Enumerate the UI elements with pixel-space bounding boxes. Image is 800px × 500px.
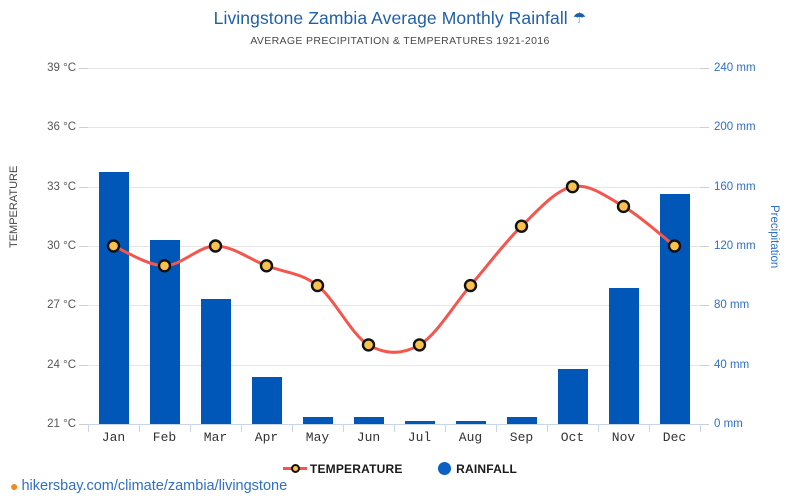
- rainfall-bar[interactable]: [404, 421, 435, 424]
- y-axis-label-right: 200 mm: [714, 121, 756, 134]
- rainfall-bar[interactable]: [200, 299, 231, 424]
- x-axis-tick: [190, 424, 191, 432]
- x-axis-tick: [139, 424, 140, 432]
- y-axis-label-right: 120 mm: [714, 240, 756, 252]
- x-axis-label: Jan: [101, 430, 126, 445]
- page-title-text: Livingstone Zambia Average Monthly Rainf…: [213, 8, 568, 28]
- legend-label-temperature: TEMPERATURE: [309, 462, 403, 476]
- x-axis-label: Aug: [458, 430, 483, 445]
- source-url-text: hikersbay.com/climate/zambia/livingstone: [21, 478, 288, 494]
- gridline: [88, 246, 700, 247]
- rainfall-bar[interactable]: [659, 194, 690, 424]
- rainfall-bar[interactable]: [149, 240, 180, 424]
- rainfall-bar[interactable]: [557, 369, 588, 424]
- temperature-marker-icon: [282, 463, 307, 474]
- x-axis-tick: [598, 424, 599, 432]
- rainfall-bar[interactable]: [353, 416, 384, 424]
- legend-item-rainfall: RAINFALL: [438, 462, 517, 476]
- x-axis-label: Oct: [560, 430, 585, 445]
- y-axis-label-left: 39 °C: [47, 62, 76, 74]
- y-axis-label-left: 21 °C: [47, 418, 76, 430]
- y-axis-label-left: 24 °C: [47, 358, 76, 371]
- y-axis-title-precipitation: Precipitation: [768, 205, 780, 269]
- x-axis-tick: [700, 424, 701, 432]
- x-axis-tick: [547, 424, 548, 432]
- y-axis-tick-right: [700, 246, 709, 247]
- gridline: [88, 364, 700, 366]
- x-axis-tick: [649, 424, 650, 432]
- x-axis-tick: [88, 424, 89, 432]
- y-axis-tick-left: [79, 68, 88, 69]
- x-axis-label: Feb: [152, 430, 177, 445]
- y-axis-label-right: 0 mm: [714, 418, 743, 430]
- y-axis-tick-left: [79, 305, 88, 307]
- gridline: [88, 186, 700, 188]
- y-axis-label-left: 27 °C: [47, 299, 76, 312]
- y-axis-tick-left: [79, 364, 88, 366]
- chart-legend: TEMPERATURE RAINFALL: [0, 462, 800, 476]
- rainfall-bar[interactable]: [98, 171, 129, 424]
- y-axis-tick-right: [700, 305, 709, 307]
- rainfall-bar[interactable]: [506, 416, 537, 424]
- page-title: Livingstone Zambia Average Monthly Rainf…: [0, 8, 800, 29]
- y-axis-label-right: 240 mm: [714, 62, 756, 74]
- rainfall-bar[interactable]: [455, 421, 486, 424]
- y-axis-label-right: 40 mm: [714, 358, 750, 371]
- rainfall-bar[interactable]: [608, 287, 639, 424]
- y-axis-tick-right: [700, 424, 709, 425]
- x-axis-tick: [343, 424, 344, 432]
- x-axis-label: Nov: [611, 430, 636, 445]
- x-axis-label: Dec: [662, 430, 687, 445]
- y-axis-tick-right: [700, 127, 709, 129]
- plot-area: [79, 68, 709, 432]
- y-axis-tick-right: [700, 364, 709, 366]
- x-axis-tick: [292, 424, 293, 432]
- y-axis-title-temperature: TEMPERATURE: [8, 165, 20, 248]
- umbrella-rain-icon: ☂: [572, 10, 587, 27]
- y-axis-tick-left: [79, 186, 88, 188]
- legend-label-rainfall: RAINFALL: [456, 462, 518, 476]
- x-axis-label: Sep: [509, 430, 534, 445]
- x-axis-label: Jul: [407, 430, 432, 445]
- x-axis-tick: [241, 424, 242, 432]
- y-axis-tick-right: [700, 68, 709, 69]
- y-axis-label-left: 36 °C: [47, 121, 76, 134]
- x-axis-label: May: [305, 430, 330, 445]
- rainfall-bar[interactable]: [251, 376, 282, 424]
- x-axis-tick: [445, 424, 446, 432]
- x-axis-label: Jun: [356, 430, 381, 445]
- y-axis-label-left: 33 °C: [47, 180, 76, 193]
- y-axis-tick-right: [700, 186, 709, 188]
- page-subtitle: AVERAGE PRECIPITATION & TEMPERATURES 192…: [250, 35, 550, 47]
- y-axis-tick-left: [79, 424, 88, 425]
- x-axis-tick: [496, 424, 497, 432]
- map-pin-icon: ●: [10, 478, 19, 494]
- y-axis-tick-left: [79, 246, 88, 247]
- legend-item-temperature: TEMPERATURE: [282, 462, 403, 476]
- x-axis-label: Mar: [203, 430, 228, 445]
- y-axis-tick-left: [79, 127, 88, 129]
- rainfall-marker-icon: [438, 462, 452, 475]
- y-axis-label-right: 80 mm: [714, 299, 750, 312]
- rainfall-bar[interactable]: [302, 416, 333, 424]
- gridline: [88, 68, 700, 69]
- y-axis-label-left: 30 °C: [47, 240, 76, 252]
- x-axis-label: Apr: [254, 430, 279, 445]
- source-link[interactable]: ● hikersbay.com/climate/zambia/livingston…: [10, 478, 287, 494]
- gridline: [88, 127, 700, 129]
- y-axis-label-right: 160 mm: [714, 180, 756, 193]
- x-axis-tick: [394, 424, 395, 432]
